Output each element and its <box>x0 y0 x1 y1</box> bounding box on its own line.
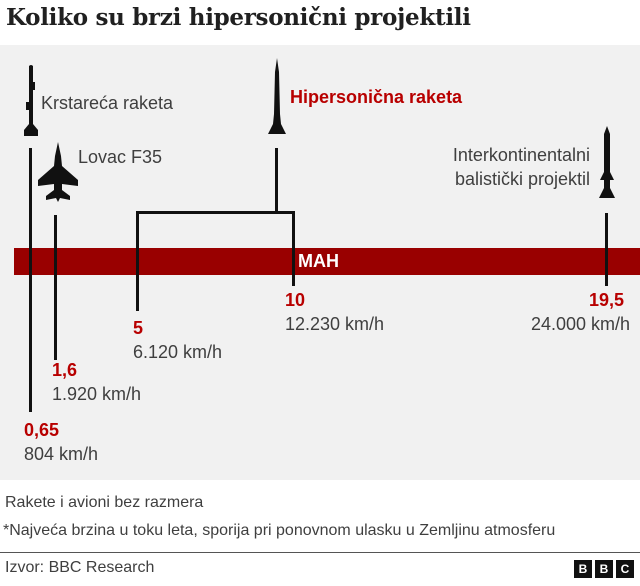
cruise-missile-tick <box>29 248 32 275</box>
scale-note: Rakete i avioni bez razmera <box>5 494 204 511</box>
cruise-missile-icon <box>24 65 38 136</box>
speed-footnote: *Najveća brzina u toku leta, sporija pri… <box>3 522 556 539</box>
bbc-logo-b1: B <box>574 560 592 578</box>
mach5-tick <box>136 248 139 275</box>
icbm-mach: 19,5 <box>589 290 625 310</box>
fighter-speed: 1.920 km/h <box>52 384 142 404</box>
mach5-speed: 6.120 km/h <box>133 342 223 362</box>
fighter-connector <box>54 215 57 360</box>
fighter-tick <box>54 248 57 275</box>
footer-divider <box>0 552 640 553</box>
cruise-missile-mach: 0,65 <box>24 420 60 440</box>
hypersonic-connector <box>275 148 278 214</box>
cruise-missile-connector <box>29 148 32 412</box>
icbm-icon <box>599 126 615 198</box>
hypersonic-missile-icon <box>268 58 286 134</box>
mach10-speed: 12.230 km/h <box>285 314 385 334</box>
cruise-missile-speed: 804 km/h <box>24 444 99 464</box>
fighter-mach: 1,6 <box>52 360 78 380</box>
icbm-label-line2: balistički projektil <box>454 169 590 189</box>
bbc-logo-c: C <box>616 560 634 578</box>
fighter-jet-icon <box>38 142 78 202</box>
icbm-speed: 24.000 km/h <box>530 314 630 334</box>
fighter-label: Lovac F35 <box>78 147 163 167</box>
icbm-label-line1: Interkontinentalni <box>452 145 590 165</box>
hypersonic-label: Hipersonična raketa <box>290 87 463 107</box>
page-title: Koliko su brzi hipersonični projektili <box>6 4 471 31</box>
source-text: Izvor: BBC Research <box>5 559 155 576</box>
mach-scale-bar <box>14 248 640 275</box>
icbm-tick <box>605 248 608 275</box>
cruise-missile-label: Krstareća raketa <box>41 93 174 113</box>
mach-scale-label: MAH <box>298 251 339 271</box>
mach5-value: 5 <box>133 318 144 338</box>
hypersonic-range-bracket <box>136 211 295 214</box>
mach10-value: 10 <box>285 290 306 310</box>
mach10-tick <box>292 248 295 275</box>
bbc-logo-b2: B <box>595 560 613 578</box>
